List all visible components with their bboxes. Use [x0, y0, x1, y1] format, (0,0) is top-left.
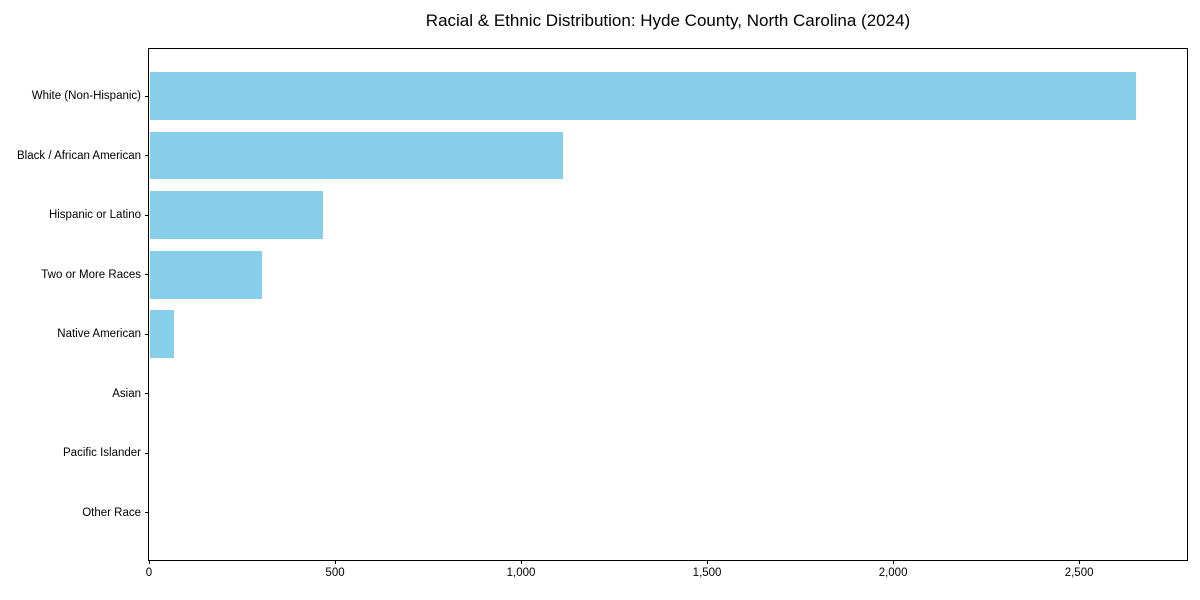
chart-title: Racial & Ethnic Distribution: Hyde Count… — [425, 11, 911, 30]
y-tick-label: White (Non-Hispanic) — [31, 90, 141, 103]
x-tick-label: 2,000 — [878, 567, 908, 579]
y-tick — [145, 274, 149, 276]
x-tick — [892, 560, 894, 564]
x-tick — [148, 560, 150, 564]
plot-area — [148, 48, 1188, 561]
y-tick-label: Native American — [57, 328, 141, 341]
y-tick — [145, 393, 149, 395]
x-tick-label: 1,500 — [692, 567, 722, 579]
x-tick — [334, 560, 336, 564]
y-tick — [145, 155, 149, 157]
y-tick-label: Two or More Races — [41, 268, 141, 281]
y-tick-label: Hispanic or Latino — [48, 209, 141, 222]
x-tick-label: 2,500 — [1064, 567, 1094, 579]
x-tick — [706, 560, 708, 564]
y-tick — [145, 333, 149, 335]
x-tick-label: 500 — [325, 567, 345, 579]
y-tick-label: Asian — [112, 387, 141, 400]
y-tick — [145, 452, 149, 454]
x-tick-label: 1,000 — [506, 567, 536, 579]
x-tick-label: 0 — [145, 567, 153, 579]
x-tick — [1078, 560, 1080, 564]
y-tick-label: Black / African American — [17, 149, 141, 162]
y-tick — [145, 512, 149, 514]
bar — [150, 250, 262, 299]
y-tick — [145, 95, 149, 97]
bar — [150, 131, 563, 180]
bar — [150, 72, 1136, 120]
y-tick-label: Other Race — [82, 506, 141, 519]
bar — [150, 310, 175, 359]
y-tick — [145, 214, 149, 216]
y-tick-label: Pacific Islander — [63, 447, 141, 460]
x-tick — [520, 560, 522, 564]
bar — [150, 191, 323, 239]
